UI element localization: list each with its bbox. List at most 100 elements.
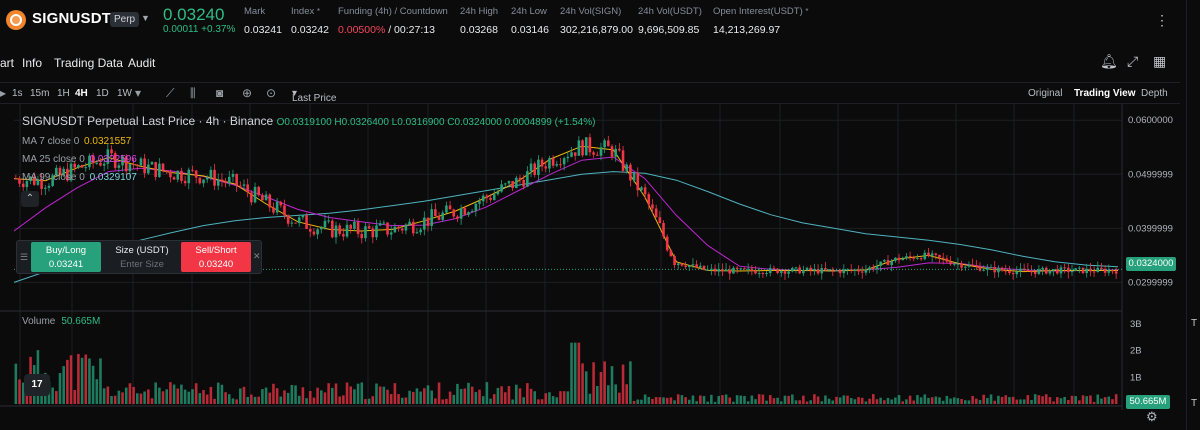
tab-info[interactable]: Info	[22, 56, 43, 70]
candle-body	[743, 268, 746, 270]
settings-icon[interactable]: ⊙	[266, 86, 277, 100]
chart-area[interactable]: 0.0600000 0.0499999 0.0399999 0.0299999 3B 2B…	[0, 104, 1180, 410]
volume-bar	[687, 399, 691, 404]
volume-bar	[699, 395, 702, 404]
volume-bar	[316, 387, 319, 404]
candle-body	[312, 231, 316, 235]
candle-body	[393, 226, 397, 233]
interval-1h[interactable]: 1H	[57, 88, 70, 99]
candle-body	[507, 180, 511, 184]
candle-body	[121, 156, 124, 166]
volume-bar	[1096, 394, 1100, 404]
volume-bar	[128, 383, 132, 404]
volume-bar	[757, 394, 761, 404]
tab-trading-data[interactable]: Trading Data	[54, 56, 123, 70]
drag-handle-icon[interactable]: ☰	[20, 252, 29, 262]
tab-audit[interactable]: Audit	[128, 56, 156, 70]
camera-icon[interactable]: ◙	[216, 86, 224, 100]
collapse-legend-icon[interactable]: ⌃	[21, 191, 39, 207]
volume-bar	[1063, 396, 1066, 404]
candle-body	[342, 234, 345, 237]
volume-bar	[113, 395, 117, 404]
symbol-dropdown-icon[interactable]: ▼	[141, 13, 150, 23]
volume-bar	[448, 391, 452, 404]
ma7-legend[interactable]: MA 7 close 0 0.0321557	[22, 136, 132, 147]
symbol-name[interactable]: SIGNUSDT	[32, 10, 112, 27]
stat-24h-high: 24h High 0.03268	[460, 6, 498, 36]
volume-bar	[533, 391, 537, 404]
close-icon[interactable]: ✕	[253, 251, 261, 261]
add-indicator-icon[interactable]: ⊕	[242, 86, 253, 100]
volume-bar	[143, 391, 146, 404]
bell-icon[interactable]: 🔔︎	[1100, 53, 1118, 69]
volume-bar	[1067, 400, 1070, 404]
quick-trade-panel: ☰ Buy/Long 0.03241 Size (USDT) Enter Siz…	[16, 240, 262, 274]
grid-layout-icon[interactable]: ▦	[1153, 53, 1167, 69]
candle-body	[246, 184, 249, 193]
volume-bar	[342, 395, 345, 404]
volume-bar	[194, 383, 198, 404]
ma25-legend[interactable]: MA 25 close 0 0.0322596	[22, 154, 137, 165]
stat-label: Index *	[291, 6, 321, 17]
volume-bar	[411, 391, 415, 404]
candle-body	[916, 258, 919, 260]
volume-bar	[997, 395, 1000, 404]
candle-body	[349, 224, 353, 229]
sell-short-button[interactable]: Sell/Short 0.03240	[181, 242, 251, 272]
volume-bar	[989, 394, 993, 404]
candle-body	[956, 263, 960, 265]
interval-1s[interactable]: 1s	[12, 88, 23, 99]
interval-15m[interactable]: 15m	[30, 88, 50, 99]
view-depth[interactable]: Depth	[1141, 88, 1168, 99]
indicators-icon[interactable]: ⟋	[166, 86, 175, 100]
interval-4h[interactable]: 4H	[75, 88, 88, 99]
tab-chart[interactable]: art	[0, 56, 15, 70]
volume-bar	[621, 364, 625, 404]
volume-bar	[382, 386, 386, 404]
size-input[interactable]: Size (USDT) Enter Size	[115, 245, 169, 270]
interval-dropdown-icon[interactable]: ▾	[135, 86, 142, 100]
chart-settings-gear-icon[interactable]: ⚙	[1146, 409, 1158, 424]
interval-1w[interactable]: 1W	[117, 88, 132, 99]
volume-bar	[607, 385, 610, 404]
candle-body	[364, 226, 367, 239]
volume-axis-tick: 3B	[1130, 319, 1142, 330]
stat-value: 14,213,269.97	[713, 24, 781, 36]
volume-bar	[353, 389, 356, 404]
chart-type-icon[interactable]: ⫼	[190, 86, 196, 100]
candle-body	[283, 205, 286, 216]
volume-bar	[294, 385, 297, 404]
expand-icon[interactable]: ⤢	[1127, 53, 1139, 69]
candle-body	[327, 220, 330, 222]
candle-body	[651, 204, 654, 209]
volume-legend[interactable]: Volume 50.665M	[22, 316, 101, 327]
stat-value: 0.03242	[291, 24, 329, 36]
candle-body	[1059, 267, 1063, 274]
tradingview-logo-icon[interactable]: 17	[24, 374, 50, 396]
volume-bar	[227, 394, 231, 404]
volume-bar	[349, 386, 353, 404]
volume-bar	[246, 396, 249, 404]
volume-bar	[389, 394, 393, 404]
stat-label: 24h Vol(USDT)	[638, 6, 702, 17]
candle-body	[279, 201, 283, 206]
volume-bar	[459, 389, 463, 404]
price-type-selector[interactable]: Last Price ▾	[292, 88, 337, 104]
interval-1d[interactable]: 1D	[96, 88, 109, 99]
view-original[interactable]: Original	[1028, 88, 1063, 99]
candle-body	[169, 171, 172, 178]
buy-long-button[interactable]: Buy/Long 0.03241	[31, 242, 101, 272]
candle-body	[537, 159, 540, 175]
view-trading-view[interactable]: Trading View	[1074, 88, 1136, 99]
candle-body	[934, 253, 938, 255]
candle-body	[772, 267, 776, 269]
volume-bar	[404, 397, 408, 404]
candlestick-chart[interactable]: 0.0600000 0.0499999 0.0399999 0.0299999 3B 2B…	[0, 104, 1180, 410]
candle-body	[813, 268, 816, 271]
volume-bar	[319, 390, 323, 404]
stat-label: Mark	[244, 6, 266, 17]
ma99-legend[interactable]: MA 99 close 0 0.0329107	[22, 172, 137, 183]
volume-bar	[772, 398, 776, 404]
more-menu-icon[interactable]: ⋮	[1155, 12, 1169, 28]
price-change: 0.00011 +0.37%	[163, 24, 236, 35]
